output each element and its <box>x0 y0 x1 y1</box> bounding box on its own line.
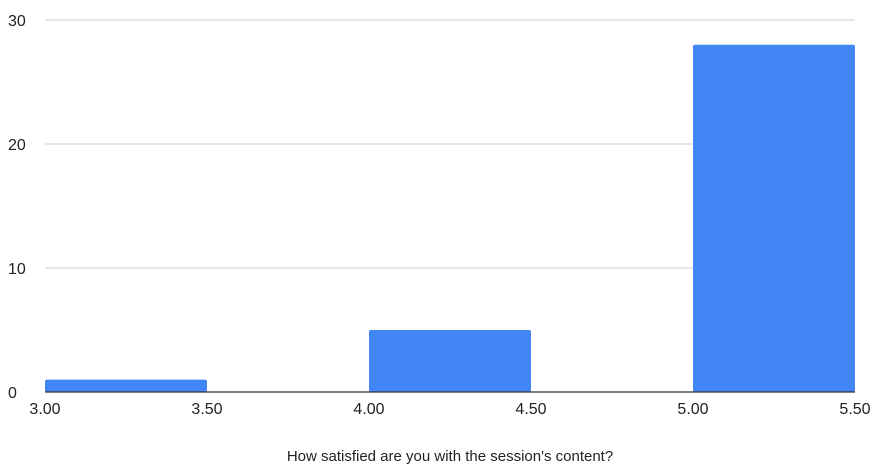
x-axis-title: How satisfied are you with the session's… <box>287 448 613 465</box>
x-tick-label-1: 3.50 <box>191 401 222 418</box>
y-axis-ticks: 0 10 20 30 <box>8 13 26 402</box>
bar-2 <box>693 44 855 393</box>
bars <box>45 44 855 393</box>
x-tick-label-2: 4.00 <box>353 401 384 418</box>
bar-0 <box>45 379 207 392</box>
x-tick-label-0: 3.00 <box>29 401 60 418</box>
y-tick-label-3: 30 <box>8 13 26 30</box>
y-tick-label-0: 0 <box>8 385 17 402</box>
x-tick-label-5: 5.50 <box>839 401 870 418</box>
bar-1 <box>369 330 531 392</box>
y-tick-label-2: 20 <box>8 137 26 154</box>
x-axis-ticks: 3.00 3.50 4.00 4.50 5.00 5.50 <box>29 401 870 418</box>
x-tick-label-3: 4.50 <box>515 401 546 418</box>
x-tick-label-4: 5.00 <box>677 401 708 418</box>
y-tick-label-1: 10 <box>8 261 26 278</box>
